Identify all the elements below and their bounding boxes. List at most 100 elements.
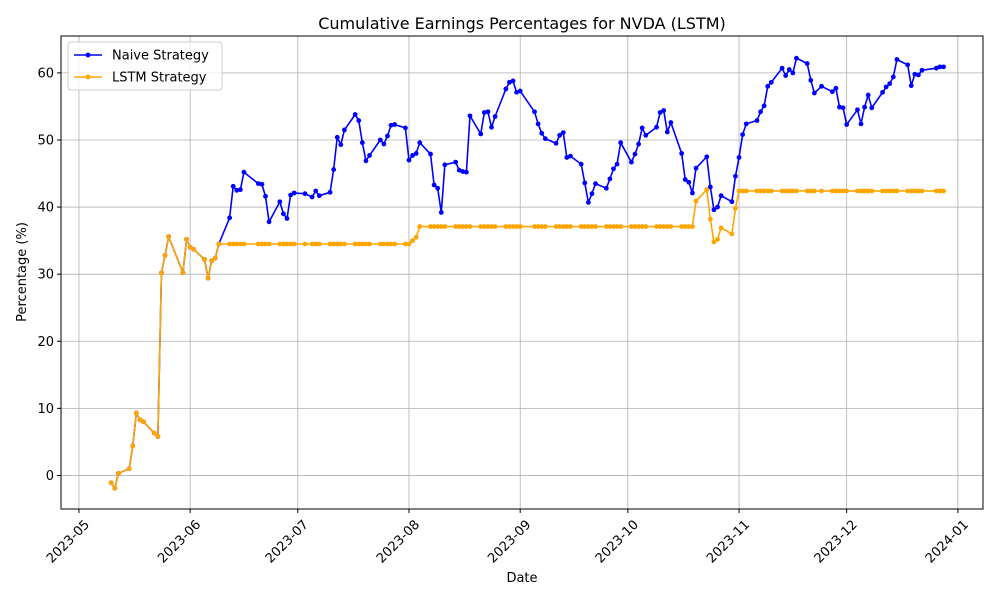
data-point-lstm-strategy — [844, 188, 850, 194]
data-point-naive-strategy — [829, 89, 835, 95]
data-point-lstm-strategy — [492, 224, 498, 229]
data-point-naive-strategy — [603, 185, 609, 191]
data-point-lstm-strategy — [811, 188, 817, 194]
y-tick-label: 20 — [37, 335, 54, 350]
data-point-lstm-strategy — [481, 224, 487, 229]
data-point-naive-strategy — [937, 64, 943, 70]
data-point-lstm-strategy — [342, 241, 347, 247]
data-point-naive-strategy — [593, 181, 598, 187]
legend-frame — [67, 41, 223, 91]
data-point-lstm-strategy — [489, 224, 494, 229]
data-point-lstm-strategy — [862, 188, 868, 194]
data-point-naive-strategy — [632, 151, 638, 157]
data-point-naive-strategy — [869, 105, 875, 111]
data-point-lstm-strategy — [539, 224, 545, 229]
data-point-lstm-strategy — [919, 188, 925, 194]
data-point-lstm-strategy — [603, 224, 609, 229]
legend-marker-lstm-strategy — [85, 74, 91, 80]
y-tick-label: 30 — [37, 268, 54, 283]
data-point-naive-strategy — [743, 121, 749, 127]
data-point-lstm-strategy — [316, 241, 322, 247]
data-point-naive-strategy — [690, 190, 695, 196]
data-point-lstm-strategy — [611, 224, 616, 229]
data-point-naive-strategy — [618, 140, 624, 146]
data-point-lstm-strategy — [840, 188, 846, 194]
data-point-lstm-strategy — [758, 188, 763, 194]
data-point-naive-strategy — [392, 122, 398, 127]
data-point-naive-strategy — [281, 211, 286, 217]
data-point-lstm-strategy — [352, 241, 358, 247]
data-point-naive-strategy — [359, 140, 365, 146]
data-point-naive-strategy — [908, 83, 914, 89]
data-point-naive-strategy — [916, 72, 921, 78]
data-point-lstm-strategy — [209, 258, 215, 264]
data-point-lstm-strategy — [517, 224, 523, 229]
data-point-naive-strategy — [338, 142, 344, 148]
data-point-lstm-strategy — [388, 241, 394, 247]
y-tick-label: 60 — [37, 66, 54, 81]
data-point-naive-strategy — [309, 194, 315, 200]
data-point-naive-strategy — [585, 199, 591, 205]
data-point-lstm-strategy — [428, 224, 433, 229]
data-point-naive-strategy — [417, 140, 423, 146]
data-point-naive-strategy — [388, 122, 394, 128]
data-point-lstm-strategy — [711, 239, 717, 245]
data-point-naive-strategy — [230, 183, 236, 189]
data-point-lstm-strategy — [657, 224, 663, 229]
data-point-lstm-strategy — [184, 236, 189, 242]
data-point-naive-strategy — [837, 104, 842, 110]
data-point-lstm-strategy — [456, 224, 462, 229]
data-point-lstm-strategy — [894, 188, 900, 194]
data-point-naive-strategy — [334, 134, 340, 140]
data-point-lstm-strategy — [718, 225, 724, 231]
data-point-naive-strategy — [578, 161, 584, 167]
data-point-naive-strategy — [356, 118, 362, 123]
data-point-lstm-strategy — [786, 188, 792, 194]
data-point-lstm-strategy — [510, 224, 516, 229]
grid — [61, 36, 983, 509]
data-point-lstm-strategy — [377, 241, 383, 247]
data-point-lstm-strategy — [654, 224, 659, 229]
data-point-naive-strategy — [754, 118, 760, 123]
data-point-lstm-strategy — [941, 188, 946, 194]
data-point-lstm-strategy — [754, 188, 760, 194]
data-point-lstm-strategy — [230, 241, 236, 247]
data-point-lstm-strategy — [690, 224, 695, 229]
data-point-lstm-strategy — [779, 188, 785, 194]
data-point-naive-strategy — [327, 189, 333, 195]
data-point-naive-strategy — [266, 219, 272, 225]
data-point-naive-strategy — [880, 89, 885, 95]
data-point-lstm-strategy — [216, 241, 222, 247]
data-point-naive-strategy — [740, 132, 746, 138]
data-point-naive-strategy — [277, 199, 283, 205]
data-point-naive-strategy — [381, 141, 387, 147]
data-point-lstm-strategy — [438, 224, 444, 229]
data-point-lstm-strategy — [234, 241, 240, 247]
data-point-lstm-strategy — [112, 485, 118, 491]
data-point-naive-strategy — [288, 192, 293, 198]
data-point-naive-strategy — [313, 188, 319, 194]
data-point-lstm-strategy — [241, 241, 247, 247]
data-point-lstm-strategy — [116, 471, 121, 476]
data-point-lstm-strategy — [108, 480, 114, 486]
data-point-lstm-strategy — [858, 188, 864, 194]
data-point-lstm-strategy — [191, 246, 197, 252]
data-point-naive-strategy — [463, 169, 469, 175]
data-point-naive-strategy — [316, 193, 322, 199]
data-point-lstm-strategy — [507, 224, 512, 229]
data-point-naive-strategy — [284, 216, 290, 221]
data-point-lstm-strategy — [141, 419, 146, 425]
series-lstm-strategy — [108, 187, 946, 491]
data-point-lstm-strategy — [327, 241, 333, 247]
data-point-lstm-strategy — [478, 224, 484, 229]
data-point-naive-strategy — [855, 107, 860, 113]
data-point-naive-strategy — [492, 114, 498, 119]
data-point-naive-strategy — [481, 110, 487, 115]
data-point-naive-strategy — [783, 73, 789, 78]
data-point-naive-strategy — [661, 108, 667, 113]
y-tick-label: 10 — [37, 402, 54, 417]
data-point-lstm-strategy — [804, 188, 810, 194]
y-axis-label: Percentage (%) — [15, 222, 30, 322]
data-point-naive-strategy — [905, 62, 911, 68]
data-point-lstm-strategy — [359, 241, 365, 247]
